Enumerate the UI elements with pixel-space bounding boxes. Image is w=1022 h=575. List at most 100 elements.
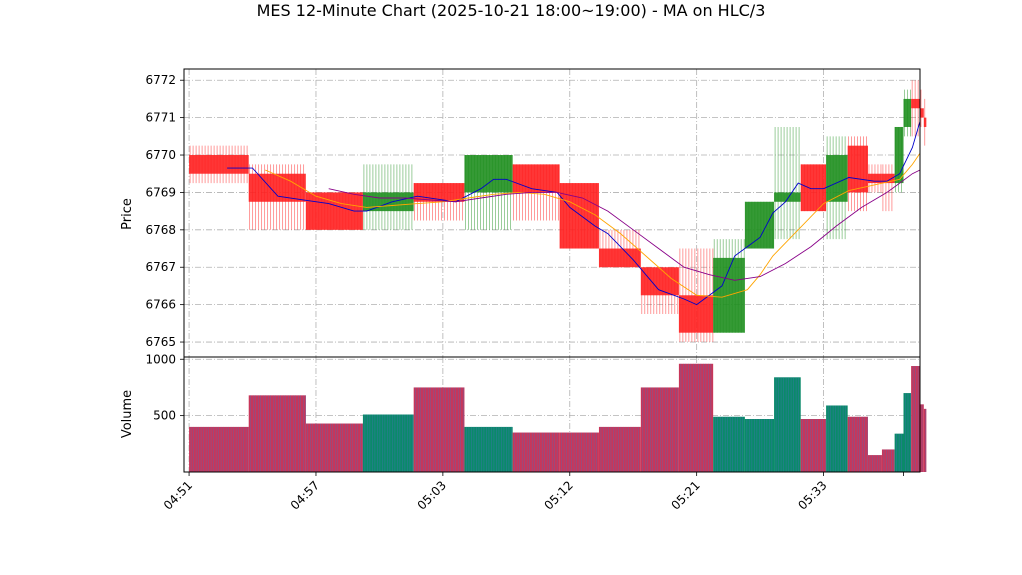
down-candle (923, 98, 927, 146)
x-tick-label: 05:03 (415, 478, 449, 512)
down-candle (867, 164, 882, 193)
candle-body (774, 192, 801, 202)
x-tick-label: 04:57 (288, 478, 322, 512)
candle-body (903, 98, 912, 127)
volume-bar (559, 432, 599, 472)
candle-body (744, 201, 775, 249)
volume-bar (800, 419, 827, 472)
volume-bar (894, 433, 904, 472)
volume-bar (911, 366, 920, 472)
down-candle (847, 136, 868, 212)
volume-axis-label: Volume (120, 390, 135, 438)
x-tick-label: 05:12 (542, 478, 576, 512)
price-tick-label: 6771 (145, 111, 176, 125)
volume-bar (881, 449, 895, 472)
volume-bar (774, 377, 801, 472)
up-candle (774, 126, 801, 240)
up-candle (894, 126, 904, 193)
up-candle (713, 239, 745, 333)
volume-bar (920, 404, 924, 472)
candle-body (867, 173, 882, 184)
down-candle (920, 89, 924, 127)
price-tick-label: 6766 (145, 298, 176, 312)
volume-bar (464, 426, 513, 472)
candle-body (640, 267, 679, 296)
up-candle (464, 155, 513, 230)
volume-bar (903, 393, 912, 472)
candle-body (800, 164, 827, 212)
down-candle (911, 80, 920, 137)
volume-bar (598, 426, 641, 472)
volume-bar (512, 432, 560, 472)
volume-bar-fill (774, 377, 801, 472)
candle-body (881, 173, 895, 184)
volume-bar (826, 405, 848, 472)
price-axis-label: Price (120, 198, 135, 230)
chart-title: MES 12-Minute Chart (2025-10-21 18:00~19… (257, 1, 766, 20)
volume-bar (744, 419, 775, 472)
volume-bar (305, 423, 364, 472)
price-tick-label: 6772 (145, 73, 176, 87)
down-candle (559, 183, 599, 249)
up-candle (903, 89, 912, 137)
down-candle (248, 164, 306, 230)
candle-body (923, 117, 927, 127)
candle-body (920, 108, 924, 118)
candle-body (598, 248, 641, 268)
volume-bar-fill (362, 414, 414, 472)
price-tick-label: 6769 (145, 185, 176, 199)
candle-body (248, 173, 306, 202)
volume-bar (248, 395, 306, 472)
volume-bar-fill (847, 416, 868, 472)
candle-body (512, 164, 560, 193)
volume-bar-fill (713, 416, 745, 472)
volume-bar (413, 387, 465, 472)
volume-bar-fill (305, 423, 363, 472)
price-tick-label: 6767 (145, 260, 176, 274)
volume-bar (713, 416, 745, 472)
down-candle (881, 164, 895, 212)
volume-bar (189, 426, 249, 472)
price-tick-label: 6768 (145, 223, 176, 237)
candle-body (894, 126, 904, 184)
x-tick-label: 04:51 (161, 478, 195, 512)
candle-body (826, 155, 848, 202)
candle-body (911, 98, 920, 109)
volume-bar-fill (512, 432, 560, 472)
volume-bar (362, 414, 414, 472)
volume-bar-fill (826, 405, 848, 472)
volume-tick-label: 500 (153, 409, 176, 423)
volume-bar-fill (248, 395, 306, 472)
volume-bar-fill (640, 387, 679, 472)
down-candle (189, 145, 249, 184)
x-tick-label: 05:21 (668, 478, 702, 512)
candle-body (847, 145, 868, 193)
volume-bar-fill (800, 419, 827, 472)
volume-bar (923, 408, 927, 472)
volume-bar-fill (189, 426, 249, 472)
candle-body (362, 192, 414, 212)
ma-line-2 (265, 152, 921, 298)
volume-bar-fill (598, 426, 641, 472)
candle-body (189, 155, 249, 174)
candle-body (559, 183, 599, 249)
down-candle (598, 229, 641, 268)
volume-bar (867, 455, 882, 472)
up-candle (744, 201, 775, 249)
x-tick-label: 05:33 (795, 478, 829, 512)
up-candle (826, 136, 848, 240)
volume-bar (847, 416, 868, 472)
candle-body (464, 155, 513, 193)
volume-tick-label: 1000 (145, 352, 176, 366)
ma-line-3 (328, 169, 921, 281)
candle-body (678, 295, 714, 333)
price-panel-frame (183, 68, 921, 358)
volume-bar-fill (903, 393, 912, 472)
down-candle (800, 164, 827, 212)
price-tick-label: 6765 (145, 335, 176, 349)
volume-bar-fill (413, 387, 465, 472)
ma-line-1 (227, 121, 921, 306)
price-tick-label: 6770 (145, 148, 176, 162)
volume-bar-fill (464, 426, 513, 472)
